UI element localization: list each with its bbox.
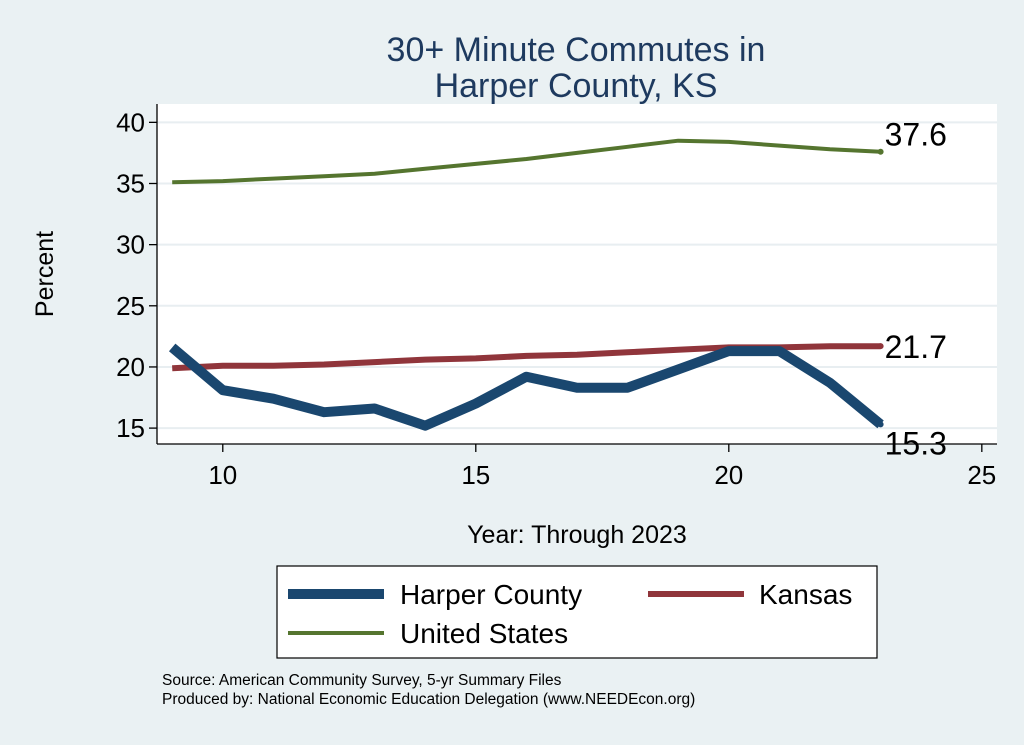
legend-box	[276, 565, 878, 659]
x-axis-ticks: 10 15 20 25	[208, 444, 996, 490]
y-axis-ticks: 15 20 25 30 35 40	[116, 107, 157, 443]
end-label-us: 37.6	[885, 117, 947, 153]
end-label-harper: 15.3	[885, 425, 947, 461]
legend-label-kansas: Kansas	[759, 579, 852, 610]
y-tick-label-15: 15	[116, 413, 145, 443]
chart-title-line-2: Harper County, KS	[435, 67, 718, 105]
source-note: Source: American Community Survey, 5-yr …	[162, 671, 695, 709]
chart-title-line-1: 30+ Minute Commutes in	[387, 31, 766, 69]
produced-by-line: Produced by: National Economic Education…	[162, 691, 696, 708]
y-tick-label-35: 35	[116, 168, 145, 198]
series-line-us	[172, 138, 881, 185]
end-label-kansas: 21.7	[885, 329, 947, 365]
source-line: Source: American Community Survey, 5-yr …	[162, 672, 562, 689]
end-labels: 21.7 37.6 15.3	[877, 117, 947, 461]
end-marker-us	[877, 148, 884, 155]
end-marker-kansas	[877, 343, 884, 350]
series-line-harper	[168, 343, 884, 431]
x-tick-label-25: 25	[967, 460, 996, 490]
series-layer	[168, 138, 884, 431]
end-marker-harper	[877, 421, 884, 428]
y-tick-label-30: 30	[116, 230, 145, 260]
y-tick-label-40: 40	[116, 107, 145, 137]
y-tick-label-25: 25	[116, 291, 145, 321]
legend-label-us: United States	[400, 618, 568, 649]
y-axis-title: Percent	[31, 231, 59, 317]
x-tick-label-15: 15	[461, 460, 490, 490]
x-tick-label-10: 10	[208, 460, 237, 490]
y-tick-label-20: 20	[116, 352, 145, 382]
legend: Harper County Kansas United States	[276, 565, 878, 659]
x-tick-label-20: 20	[714, 460, 743, 490]
legend-label-harper: Harper County	[400, 579, 582, 610]
plot-area	[157, 104, 997, 444]
x-axis-title: Year: Through 2023	[467, 521, 687, 549]
